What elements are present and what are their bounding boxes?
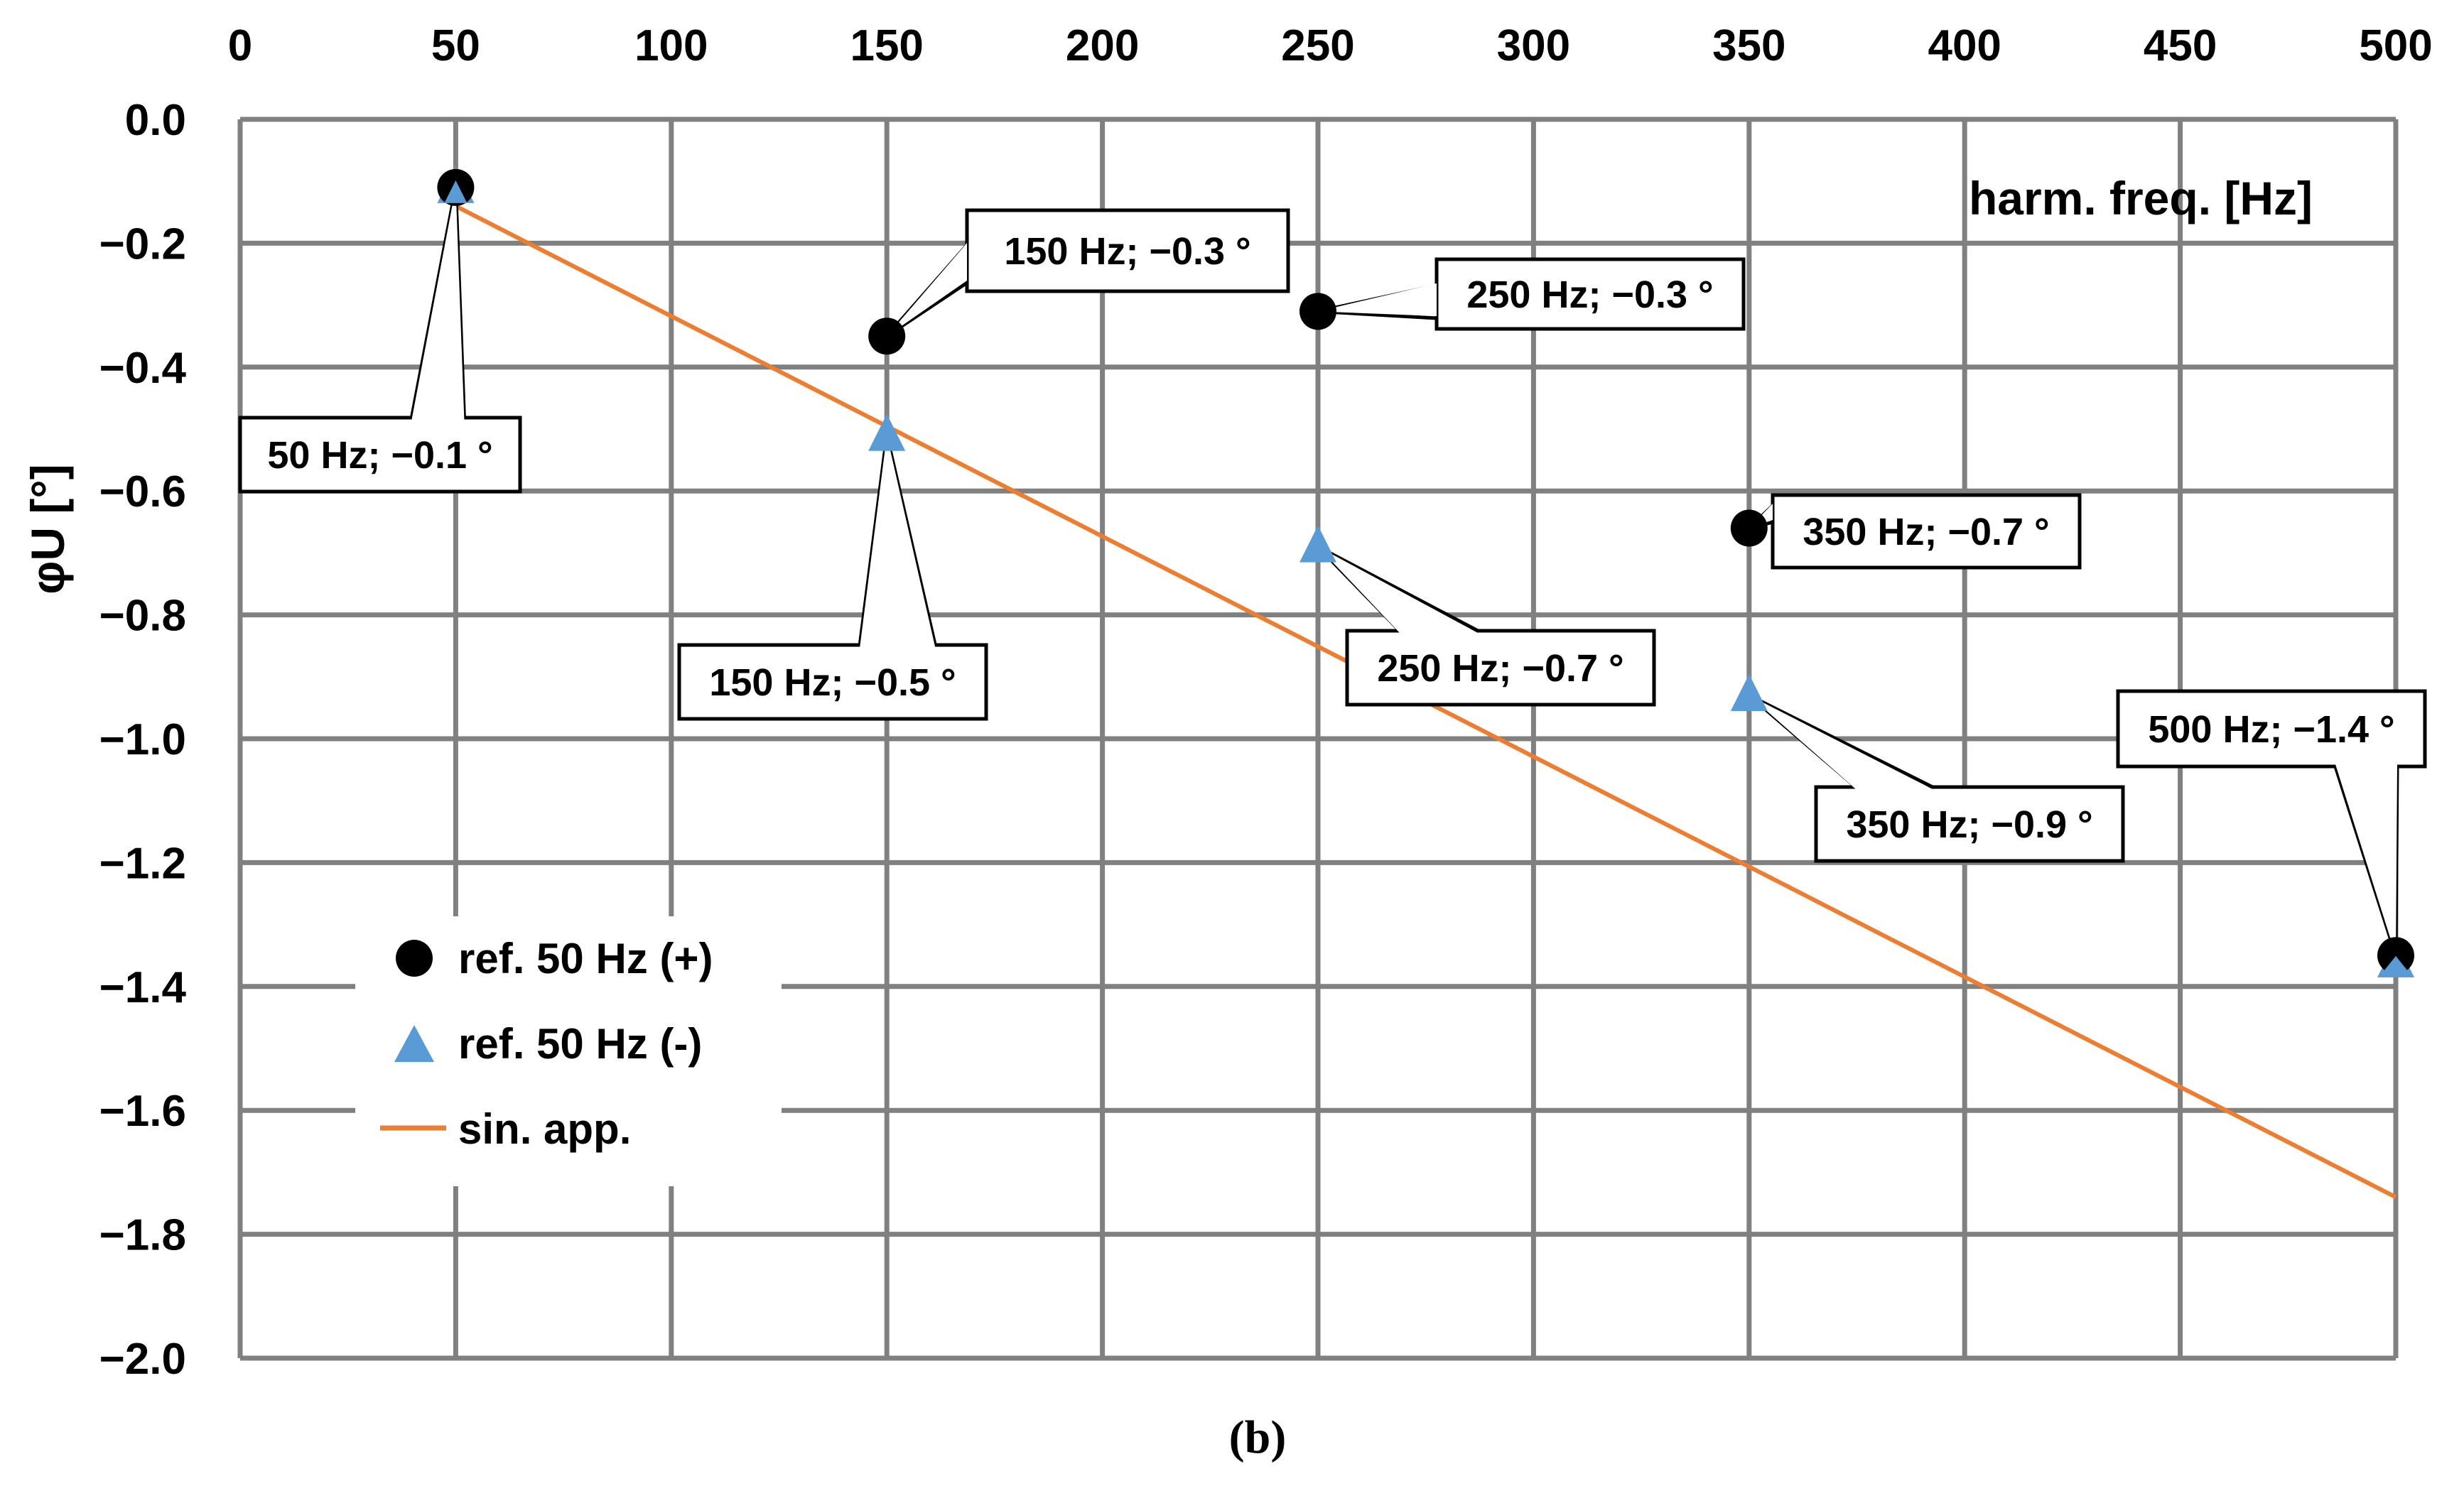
circle-point-2 xyxy=(1299,293,1336,330)
y-tick-label-1: −0.2 xyxy=(99,219,186,269)
y-tick-label-6: −1.2 xyxy=(99,839,186,888)
legend-circle-marker xyxy=(396,940,433,977)
y-tick-label-9: −1.8 xyxy=(99,1211,186,1260)
circle-point-4 xyxy=(2377,937,2414,975)
callout-7: 500 Hz; −1.4 ° xyxy=(2116,689,2427,956)
figure-caption: (b) xyxy=(1229,1411,1287,1463)
callout-pointer-fill-5 xyxy=(1318,546,1478,633)
triangle-point-0-overlay xyxy=(444,180,468,203)
x-tick-label-2: 100 xyxy=(634,21,708,70)
callout-4: 150 Hz; −0.5 ° xyxy=(677,435,988,721)
triangle-point-2 xyxy=(1299,525,1336,563)
x-tick-label-4: 200 xyxy=(1066,21,1139,70)
legend: ref. 50 Hz (+) ref. 50 Hz (-) sin. app. xyxy=(355,916,782,1186)
callout-box-7 xyxy=(2116,689,2427,769)
legend-label-sin-app: sin. app. xyxy=(458,1105,631,1153)
callout-5: 250 Hz; −0.7 ° xyxy=(1317,545,1656,707)
callout-label-4: 150 Hz; −0.5 ° xyxy=(709,661,956,704)
callout-label-7: 500 Hz; −1.4 ° xyxy=(2148,708,2394,751)
markers xyxy=(437,166,2414,977)
callout-box-6 xyxy=(1814,785,2125,863)
triangle-point-1 xyxy=(868,413,906,451)
y-tick-label-8: −1.6 xyxy=(99,1087,186,1136)
y-tick-label-2: −0.4 xyxy=(99,344,187,393)
callout-pointer-fill-6 xyxy=(1749,695,1933,789)
circle-point-1 xyxy=(868,318,906,355)
callout-label-2: 250 Hz; −0.3 ° xyxy=(1466,273,1713,316)
y-tick-label-10: −2.0 xyxy=(99,1335,186,1384)
legend-label-ref-minus: ref. 50 Hz (-) xyxy=(458,1020,702,1068)
callout-pointer-fill-1 xyxy=(887,243,967,337)
callout-label-3: 350 Hz; −0.7 ° xyxy=(1803,511,2049,553)
callout-pointer-fill-0 xyxy=(411,187,465,420)
y-axis-title: φU [°] xyxy=(21,464,74,595)
y-tick-label-4: −0.8 xyxy=(99,592,186,641)
triangle-point-3 xyxy=(1730,673,1768,711)
callout-3: 350 Hz; −0.7 ° xyxy=(1743,493,2082,570)
x-axis-ticks: 0 50 100 150 200 250 300 350 400 450 500 xyxy=(228,21,2433,70)
x-tick-label-3: 150 xyxy=(850,21,923,70)
callout-box-3 xyxy=(1771,493,2082,570)
callout-label-5: 250 Hz; −0.7 ° xyxy=(1377,647,1623,690)
callout-label-6: 350 Hz; −0.9 ° xyxy=(1846,803,2092,846)
callout-pointer-fill-4 xyxy=(860,435,936,647)
callouts: 50 Hz; −0.1 ° 150 Hz; −0.3 ° 250 Hz; −0.3 … xyxy=(238,187,2427,956)
legend-label-ref-plus: ref. 50 Hz (+) xyxy=(458,935,713,982)
callout-6: 350 Hz; −0.9 ° xyxy=(1748,693,2125,863)
callout-label-1: 150 Hz; −0.3 ° xyxy=(1004,230,1250,273)
x-tick-label-10: 500 xyxy=(2359,21,2432,70)
x-tick-label-8: 400 xyxy=(1928,21,2001,70)
x-tick-label-1: 50 xyxy=(431,21,480,70)
callout-box-0 xyxy=(238,416,522,494)
x-tick-label-7: 350 xyxy=(1712,21,1785,70)
y-tick-label-7: −1.4 xyxy=(99,963,187,1012)
callout-box-2 xyxy=(1434,257,1746,331)
y-tick-label-0: 0.0 xyxy=(125,96,186,145)
x-tick-label-0: 0 xyxy=(228,21,252,70)
callout-box-4 xyxy=(677,643,988,721)
x-tick-label-6: 300 xyxy=(1497,21,1570,70)
x-axis-title: harm. freq. [Hz] xyxy=(1969,172,2313,224)
legend-triangle-marker xyxy=(394,1025,434,1062)
triangle-point-4-overlay xyxy=(2379,955,2413,977)
x-tick-label-5: 250 xyxy=(1281,21,1354,70)
callout-pointer-fill-7 xyxy=(2335,764,2397,956)
callout-label-0: 50 Hz; −0.1 ° xyxy=(267,434,492,477)
y-tick-label-3: −0.6 xyxy=(99,467,186,516)
x-tick-label-9: 450 xyxy=(2144,21,2217,70)
callout-2: 250 Hz; −0.3 ° xyxy=(1317,257,1746,331)
callout-box-5 xyxy=(1345,629,1656,707)
y-tick-label-5: −1.0 xyxy=(99,715,186,764)
callout-0: 50 Hz; −0.1 ° xyxy=(238,187,522,494)
callout-1: 150 Hz; −0.3 ° xyxy=(885,208,1290,338)
y-axis-ticks: 0.0 −0.2 −0.4 −0.6 −0.8 −1.0 −1.2 −1.4 −1.6 −1.8 −… xyxy=(99,96,187,1384)
callout-pointer-fill-2 xyxy=(1318,283,1437,316)
circle-point-3 xyxy=(1730,509,1768,547)
